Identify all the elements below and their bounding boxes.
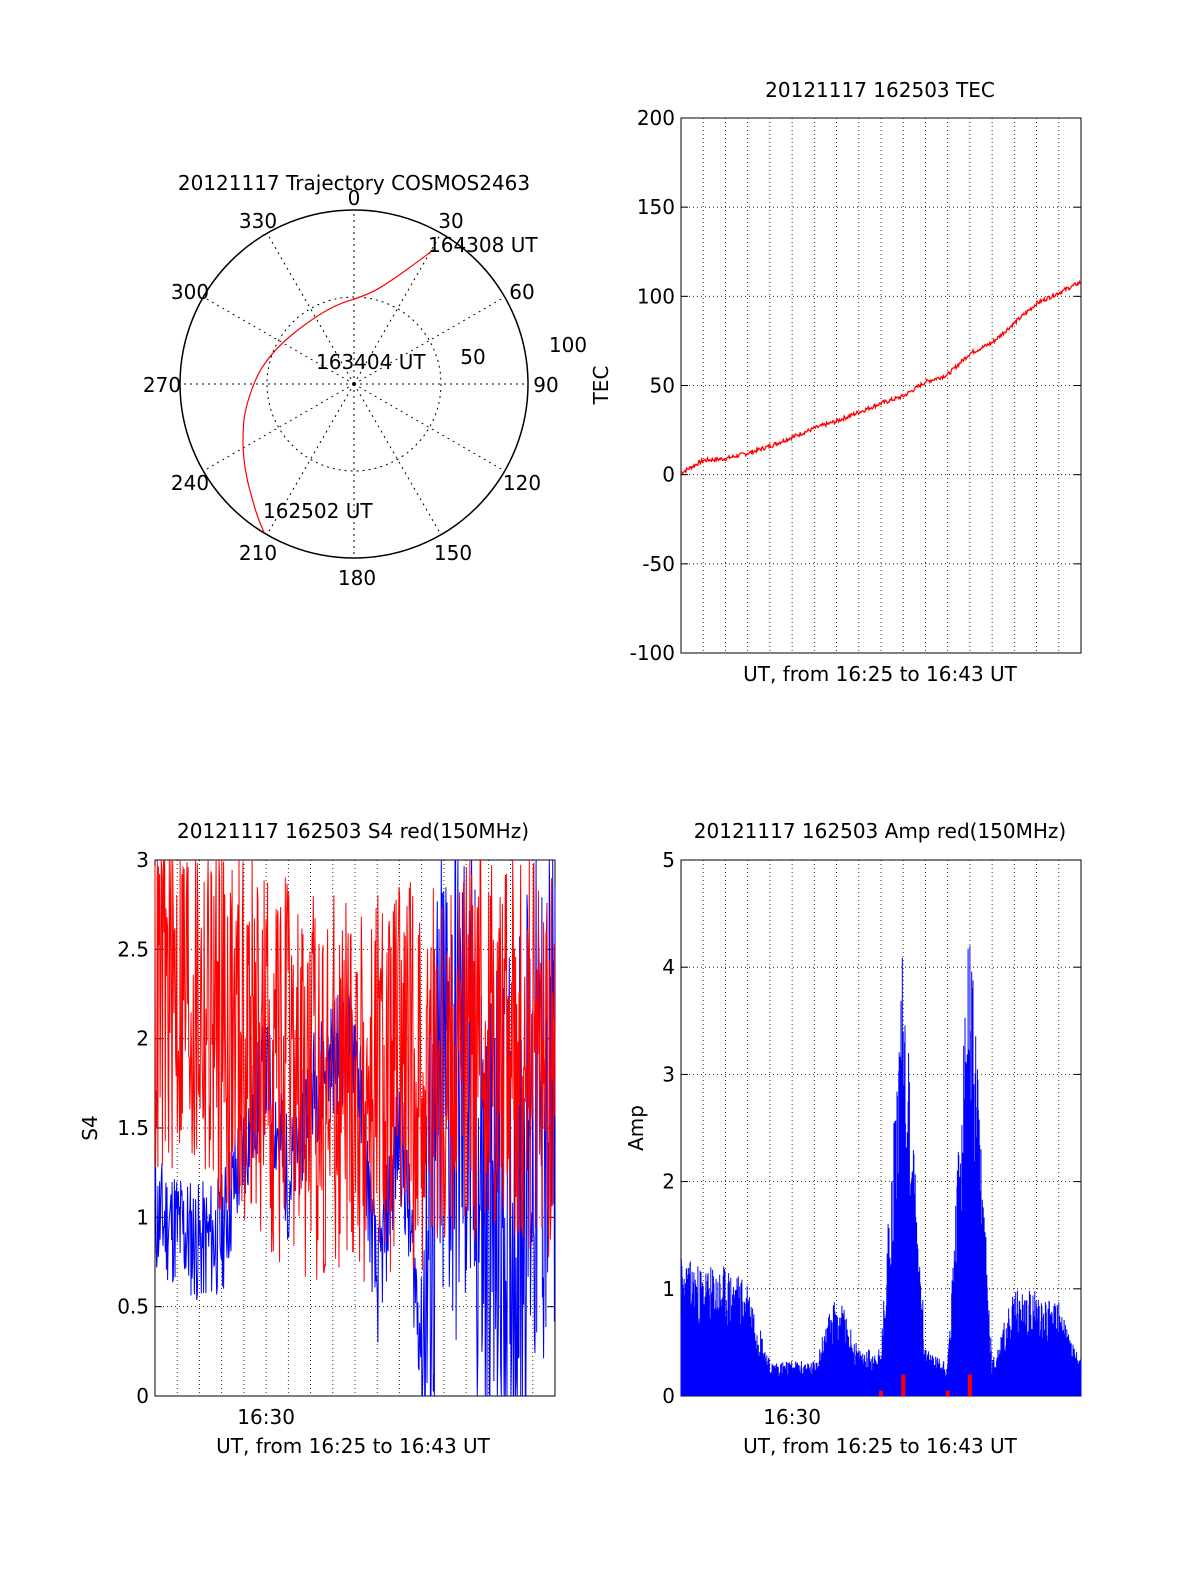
amp-x-tick-label: 16:30 [763,1405,821,1429]
amp-x-axis-label: UT, from 16:25 to 16:43 UT [743,1434,1018,1458]
s4-y-tick-labels: 0 0.5 1 1.5 2 2.5 3 [117,848,149,1408]
tec-y-axis-label: TEC [589,366,613,406]
tec-y-tick-label: 50 [650,374,675,398]
polar-annotation-mid: 163404 UT [316,350,426,374]
amp-y-axis-label: Amp [624,1105,648,1151]
s4-x-axis-label: UT, from 16:25 to 16:43 UT [216,1434,491,1458]
polar-spoke [266,233,355,385]
polar-azimuth-label: 60 [509,280,534,304]
tec-y-tick-labels: -100 -50 0 50 100 150 200 [630,106,675,665]
s4-x-tick-label: 16:30 [237,1405,295,1429]
amp-y-tick-label: 0 [662,1384,675,1408]
s4-series-line [154,858,556,1282]
tec-y-tick-label: 150 [637,195,675,219]
polar-spoke [203,383,355,472]
polar-inner-circle [266,296,442,472]
polar-azimuth-label: 300 [171,280,209,304]
polar-radial-label-50: 50 [460,345,485,369]
s4-y-axis-label: S4 [78,1115,102,1140]
s4-panel: 20121117 162503 S4 red(150MHz) 0 0.5 1 1.5 2… [78,819,556,1458]
polar-azimuth-label: 180 [338,566,376,590]
polar-spoke [353,383,505,472]
tec-series-line [680,279,1082,475]
s4-y-tick-label: 1.5 [117,1116,149,1140]
amp-red-mark [945,1390,950,1396]
amp-series-bars [680,945,1082,1396]
tec-panel: 20121117 162503 TEC -100-50050100150200 … [589,78,1082,686]
amp-red-mark [879,1390,883,1396]
s4-y-tick-label: 0.5 [117,1295,149,1319]
polar-azimuth-labels: 0 30 60 90 120 150 180 210 240 270 300 330 [143,186,559,590]
polar-grid [179,209,529,559]
amp-y-tick-label: 3 [662,1062,675,1086]
amp-y-tick-labels: 0 1 2 3 4 5 [662,848,675,1408]
s4-y-tick-label: 3 [136,848,149,872]
tec-y-tick-label: 200 [637,106,675,130]
s4-y-tick-label: 2.5 [117,937,149,961]
polar-azimuth-label: 270 [143,373,181,397]
amp-panel: 20121117 162503 Amp red(150MHz) 0 1 2 3 4 5 1… [624,819,1082,1458]
tec-y-tick-label: 0 [662,463,675,487]
polar-spoke [353,383,442,535]
polar-spoke [203,296,355,385]
polar-spoke [353,233,442,385]
amp-title: 20121117 162503 Amp red(150MHz) [694,819,1066,843]
polar-azimuth-label: 240 [171,471,209,495]
tec-y-tick-label: 100 [637,284,675,308]
tec-grid [681,117,1081,654]
polar-azimuth-label: 330 [239,209,277,233]
polar-spoke [266,383,355,535]
s4-x-tick-labels: 16:30 [237,1405,295,1429]
s4-y-tick-label: 1 [136,1205,149,1229]
polar-azimuth-label: 120 [503,471,541,495]
polar-title: 20121117 Trajectory COSMOS2463 [178,171,530,195]
amp-series [680,945,1082,1396]
polar-annotation-start: 162502 UT [263,499,373,523]
polar-azimuth-label: 0 [348,186,361,210]
amp-red-mark [967,1374,972,1396]
amp-y-tick-label: 4 [662,955,675,979]
polar-annotation-end: 164308 UT [428,233,538,257]
polar-azimuth-label: 210 [239,541,277,565]
s4-y-tick-label: 2 [136,1027,149,1051]
polar-azimuth-label: 90 [533,373,558,397]
amp-red-mark [901,1374,906,1396]
polar-spoke [353,296,505,385]
s4-y-tick-label: 0 [136,1384,149,1408]
amp-y-tick-label: 1 [662,1277,675,1301]
polar-outer-circle [179,209,529,559]
tec-x-axis-label: UT, from 16:25 to 16:43 UT [743,662,1018,686]
polar-trajectory-line [242,247,437,534]
tec-y-tick-label: -50 [642,552,675,576]
tec-y-tick-label: -100 [630,641,675,665]
s4-title: 20121117 162503 S4 red(150MHz) [177,819,529,843]
polar-panel: 20121117 Trajectory COSMOS2463 0 30 60 90 12… [143,171,587,590]
s4-series [154,858,556,1398]
polar-azimuth-label: 30 [438,209,463,233]
amp-x-tick-labels: 16:30 [763,1405,821,1429]
amp-y-tick-label: 5 [662,848,675,872]
amp-y-tick-label: 2 [662,1170,675,1194]
tec-title: 20121117 162503 TEC [765,78,995,102]
polar-azimuth-label: 150 [434,541,472,565]
polar-radial-label-100: 100 [549,333,587,357]
